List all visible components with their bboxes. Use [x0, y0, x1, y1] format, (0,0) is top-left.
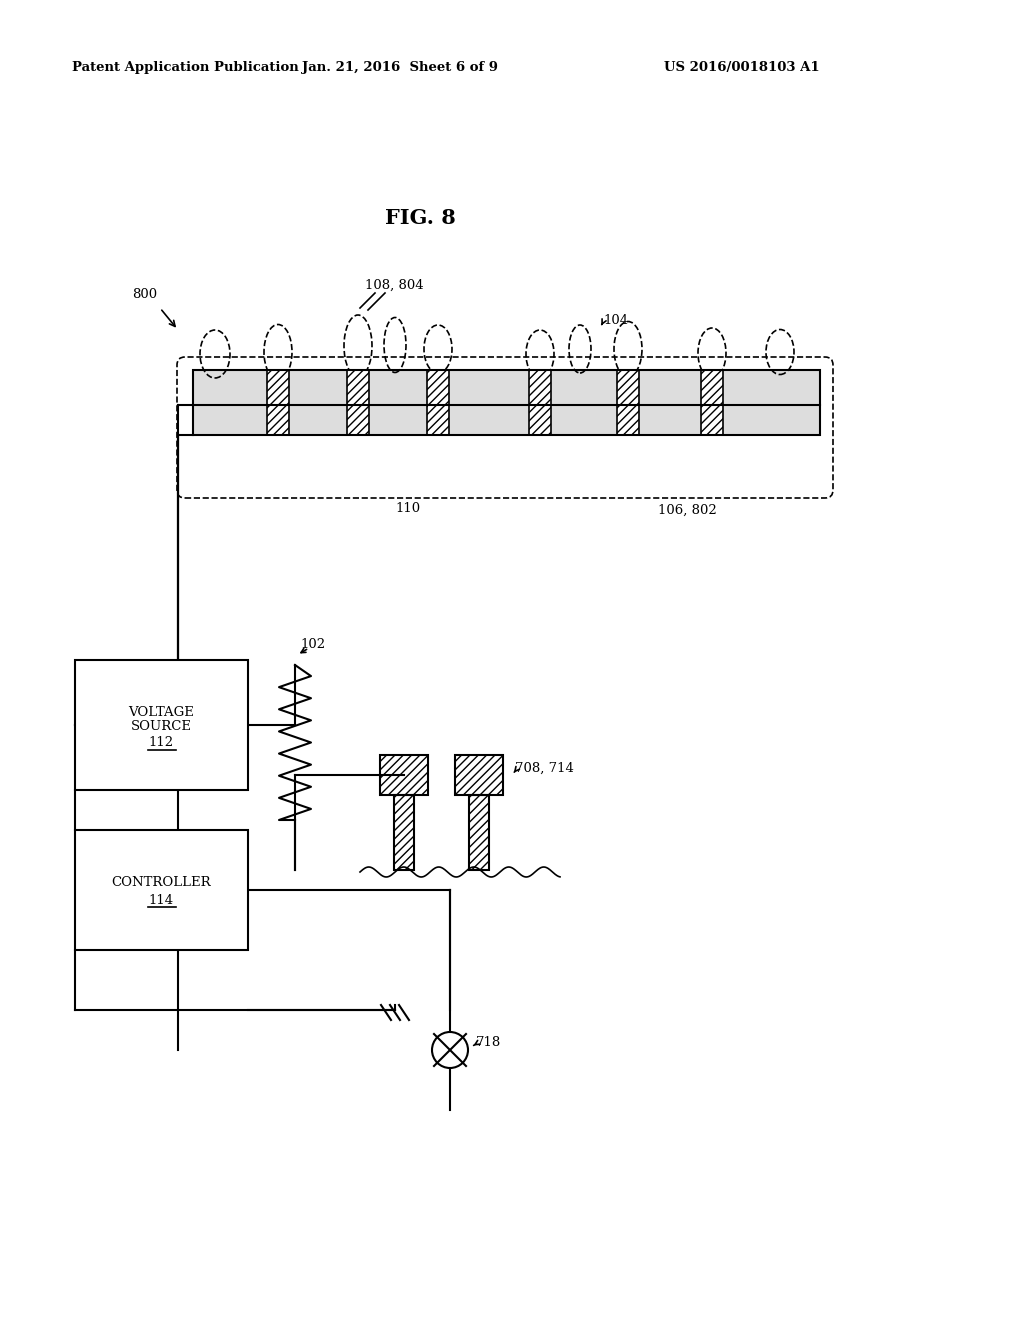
Bar	[193, 370, 820, 436]
Text: 708, 714: 708, 714	[515, 762, 573, 775]
Text: SOURCE: SOURCE	[131, 721, 193, 734]
Bar	[701, 370, 723, 405]
Text: 110: 110	[395, 502, 421, 515]
Circle shape	[432, 1032, 468, 1068]
Text: VOLTAGE: VOLTAGE	[129, 706, 195, 719]
Bar	[455, 755, 503, 795]
Bar	[427, 405, 449, 436]
Text: 108, 804: 108, 804	[365, 279, 424, 292]
Bar	[529, 405, 551, 436]
Text: US 2016/0018103 A1: US 2016/0018103 A1	[665, 62, 820, 74]
Text: CONTROLLER: CONTROLLER	[112, 875, 211, 888]
Text: FIG. 8: FIG. 8	[385, 209, 456, 228]
Bar	[617, 405, 639, 436]
Text: Patent Application Publication: Patent Application Publication	[72, 62, 299, 74]
Text: 114: 114	[148, 894, 174, 907]
Bar	[193, 370, 820, 436]
Text: 800: 800	[132, 289, 157, 301]
Text: 102: 102	[300, 639, 326, 652]
Bar	[267, 370, 289, 405]
Bar	[347, 405, 369, 436]
Bar	[267, 405, 289, 436]
Bar	[75, 830, 248, 950]
Text: 718: 718	[476, 1036, 502, 1049]
Text: Jan. 21, 2016  Sheet 6 of 9: Jan. 21, 2016 Sheet 6 of 9	[302, 62, 498, 74]
Bar	[394, 795, 414, 870]
Bar	[469, 795, 489, 870]
Bar	[617, 370, 639, 405]
Text: 112: 112	[148, 737, 174, 750]
Bar	[347, 370, 369, 405]
Bar	[75, 660, 248, 789]
Bar	[529, 370, 551, 405]
Bar	[701, 405, 723, 436]
Bar	[427, 370, 449, 405]
Bar	[380, 755, 428, 795]
Text: 106, 802: 106, 802	[658, 503, 717, 516]
Text: 104: 104	[603, 314, 628, 326]
